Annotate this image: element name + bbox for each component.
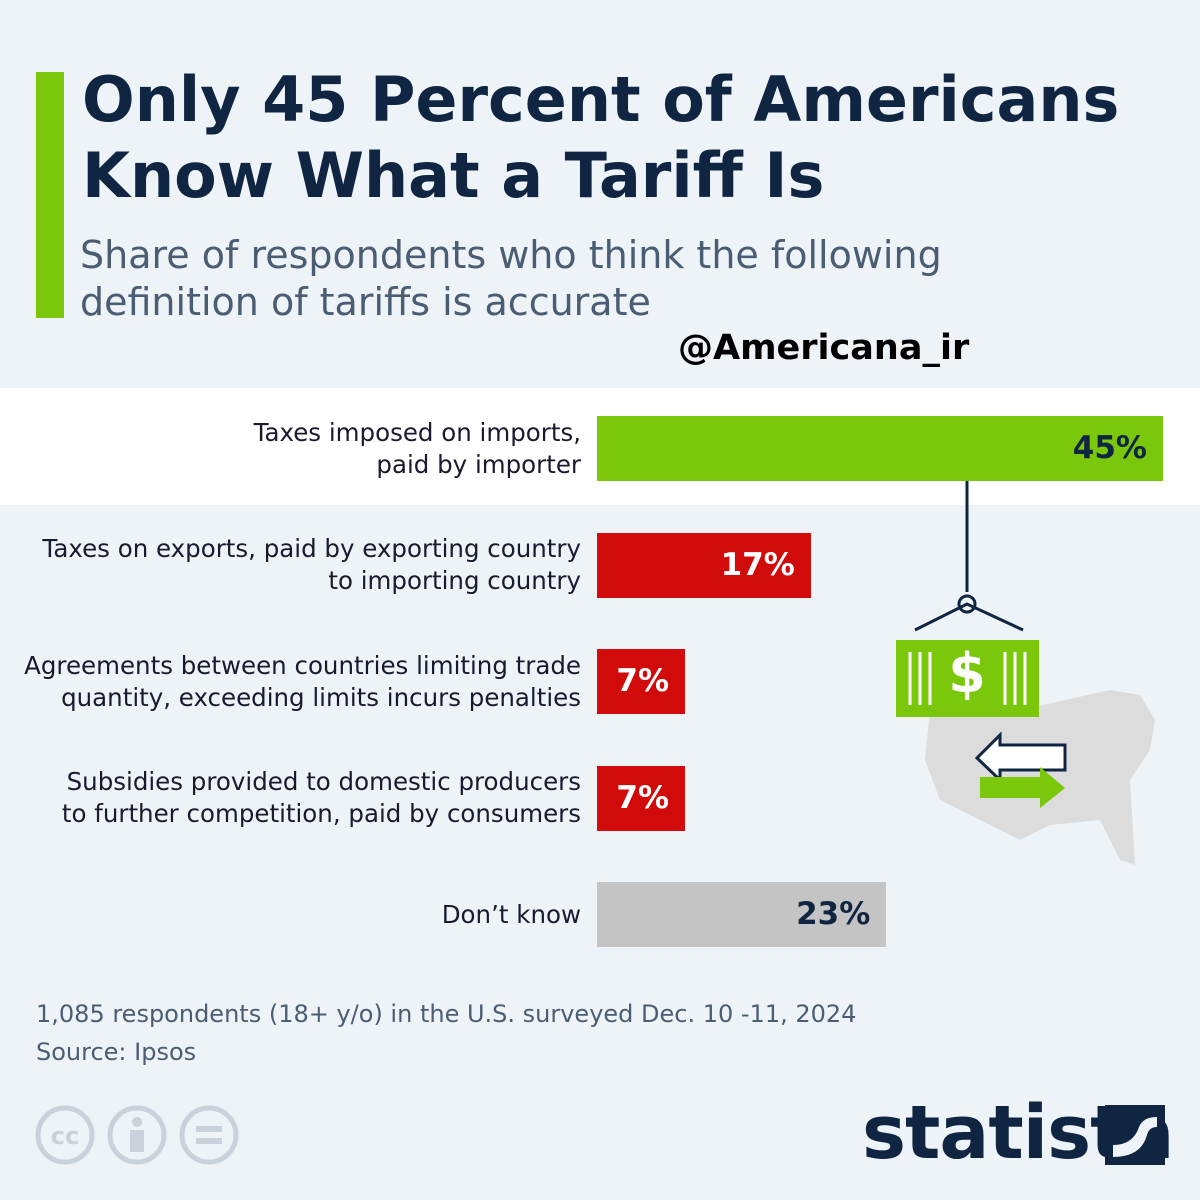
hook bbox=[957, 594, 977, 614]
arrow-left bbox=[974, 731, 1067, 784]
category-label: Don’t know bbox=[441, 899, 581, 929]
bar: 17% bbox=[597, 532, 811, 598]
svg-text:cc: cc bbox=[51, 1122, 79, 1150]
category-label: Taxes on exports, paid by exporting coun… bbox=[42, 534, 581, 595]
license-icons: cc bbox=[35, 1105, 239, 1165]
bar: 7% bbox=[597, 765, 686, 831]
chart-subtitle: Share of respondents who think the follo… bbox=[80, 233, 942, 324]
category-label: Subsidies provided to domestic producers… bbox=[61, 767, 581, 828]
dollar-icon: $ bbox=[948, 642, 986, 705]
bar: 7% bbox=[597, 649, 686, 714]
bar: 23% bbox=[597, 882, 887, 947]
bar: 45% bbox=[597, 416, 1163, 481]
rope bbox=[914, 602, 1024, 632]
accent-bar bbox=[36, 72, 64, 318]
category-label: Agreements between countries limiting tr… bbox=[24, 650, 581, 712]
value-label: 7% bbox=[616, 779, 670, 816]
value-label: 7% bbox=[616, 663, 670, 699]
source: Source: Ipsos bbox=[36, 1038, 197, 1066]
value-label: 45% bbox=[1072, 430, 1147, 466]
value-label: 23% bbox=[796, 896, 871, 932]
container-stripes bbox=[908, 652, 1027, 705]
illustration: $ bbox=[896, 480, 1155, 865]
arrow-right bbox=[980, 767, 1065, 808]
brand-mark bbox=[1105, 1105, 1165, 1165]
category-label: Taxes imposed on imports, paid by import… bbox=[253, 417, 581, 479]
note: 1,085 respondents (18+ y/o) in the U.S. … bbox=[36, 1000, 857, 1028]
chart-title: Only 45 Percent of Americans Know What a… bbox=[82, 63, 1120, 212]
watermark: @Americana_ir bbox=[678, 328, 970, 368]
value-label: 17% bbox=[720, 546, 795, 583]
